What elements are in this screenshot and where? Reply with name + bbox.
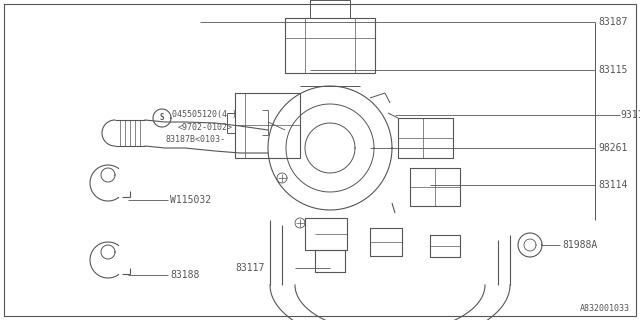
Text: 83187: 83187 — [598, 17, 627, 27]
Text: 98261: 98261 — [598, 143, 627, 153]
Text: <9702-0102>: <9702-0102> — [178, 123, 233, 132]
Text: 83117: 83117 — [235, 263, 264, 273]
Text: 81988A: 81988A — [562, 240, 597, 250]
Text: W115032: W115032 — [170, 195, 211, 205]
Text: 045505120(4 ): 045505120(4 ) — [172, 110, 237, 119]
Text: 83188: 83188 — [170, 270, 200, 280]
Text: A832001033: A832001033 — [580, 304, 630, 313]
Text: 83187B<0103-: 83187B<0103- — [165, 135, 225, 145]
Text: 93111: 93111 — [620, 110, 640, 120]
Text: S: S — [160, 114, 164, 123]
Text: 83115: 83115 — [598, 65, 627, 75]
Text: 83114: 83114 — [598, 180, 627, 190]
